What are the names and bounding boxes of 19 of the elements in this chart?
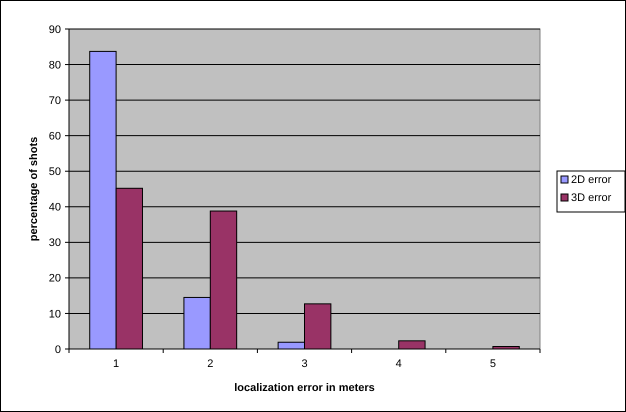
y-tick-label: 30: [48, 237, 61, 250]
y-tick-label: 0: [54, 344, 61, 356]
legend-label: 3D error: [571, 192, 612, 204]
x-tick-label: 4: [396, 358, 402, 370]
y-tick-label: 40: [48, 202, 61, 214]
legend-label: 2D error: [571, 174, 612, 186]
y-tick-label: 60: [48, 130, 61, 143]
x-tick-label: 5: [490, 358, 496, 370]
y-tick-label: 70: [48, 94, 61, 107]
y-axis-title: percentage of shots: [28, 136, 40, 242]
x-axis-title: localization error in meters: [234, 382, 375, 394]
x-tick-label: 3: [301, 358, 308, 370]
y-tick-label: 20: [48, 272, 61, 285]
y-tick-label: 10: [48, 308, 61, 320]
x-tick-label: 2: [207, 358, 214, 370]
x-tick-label: 1: [113, 358, 120, 370]
y-tick-label: 80: [48, 59, 61, 72]
y-tick-label: 90: [48, 24, 61, 36]
y-tick-label: 50: [48, 166, 61, 178]
